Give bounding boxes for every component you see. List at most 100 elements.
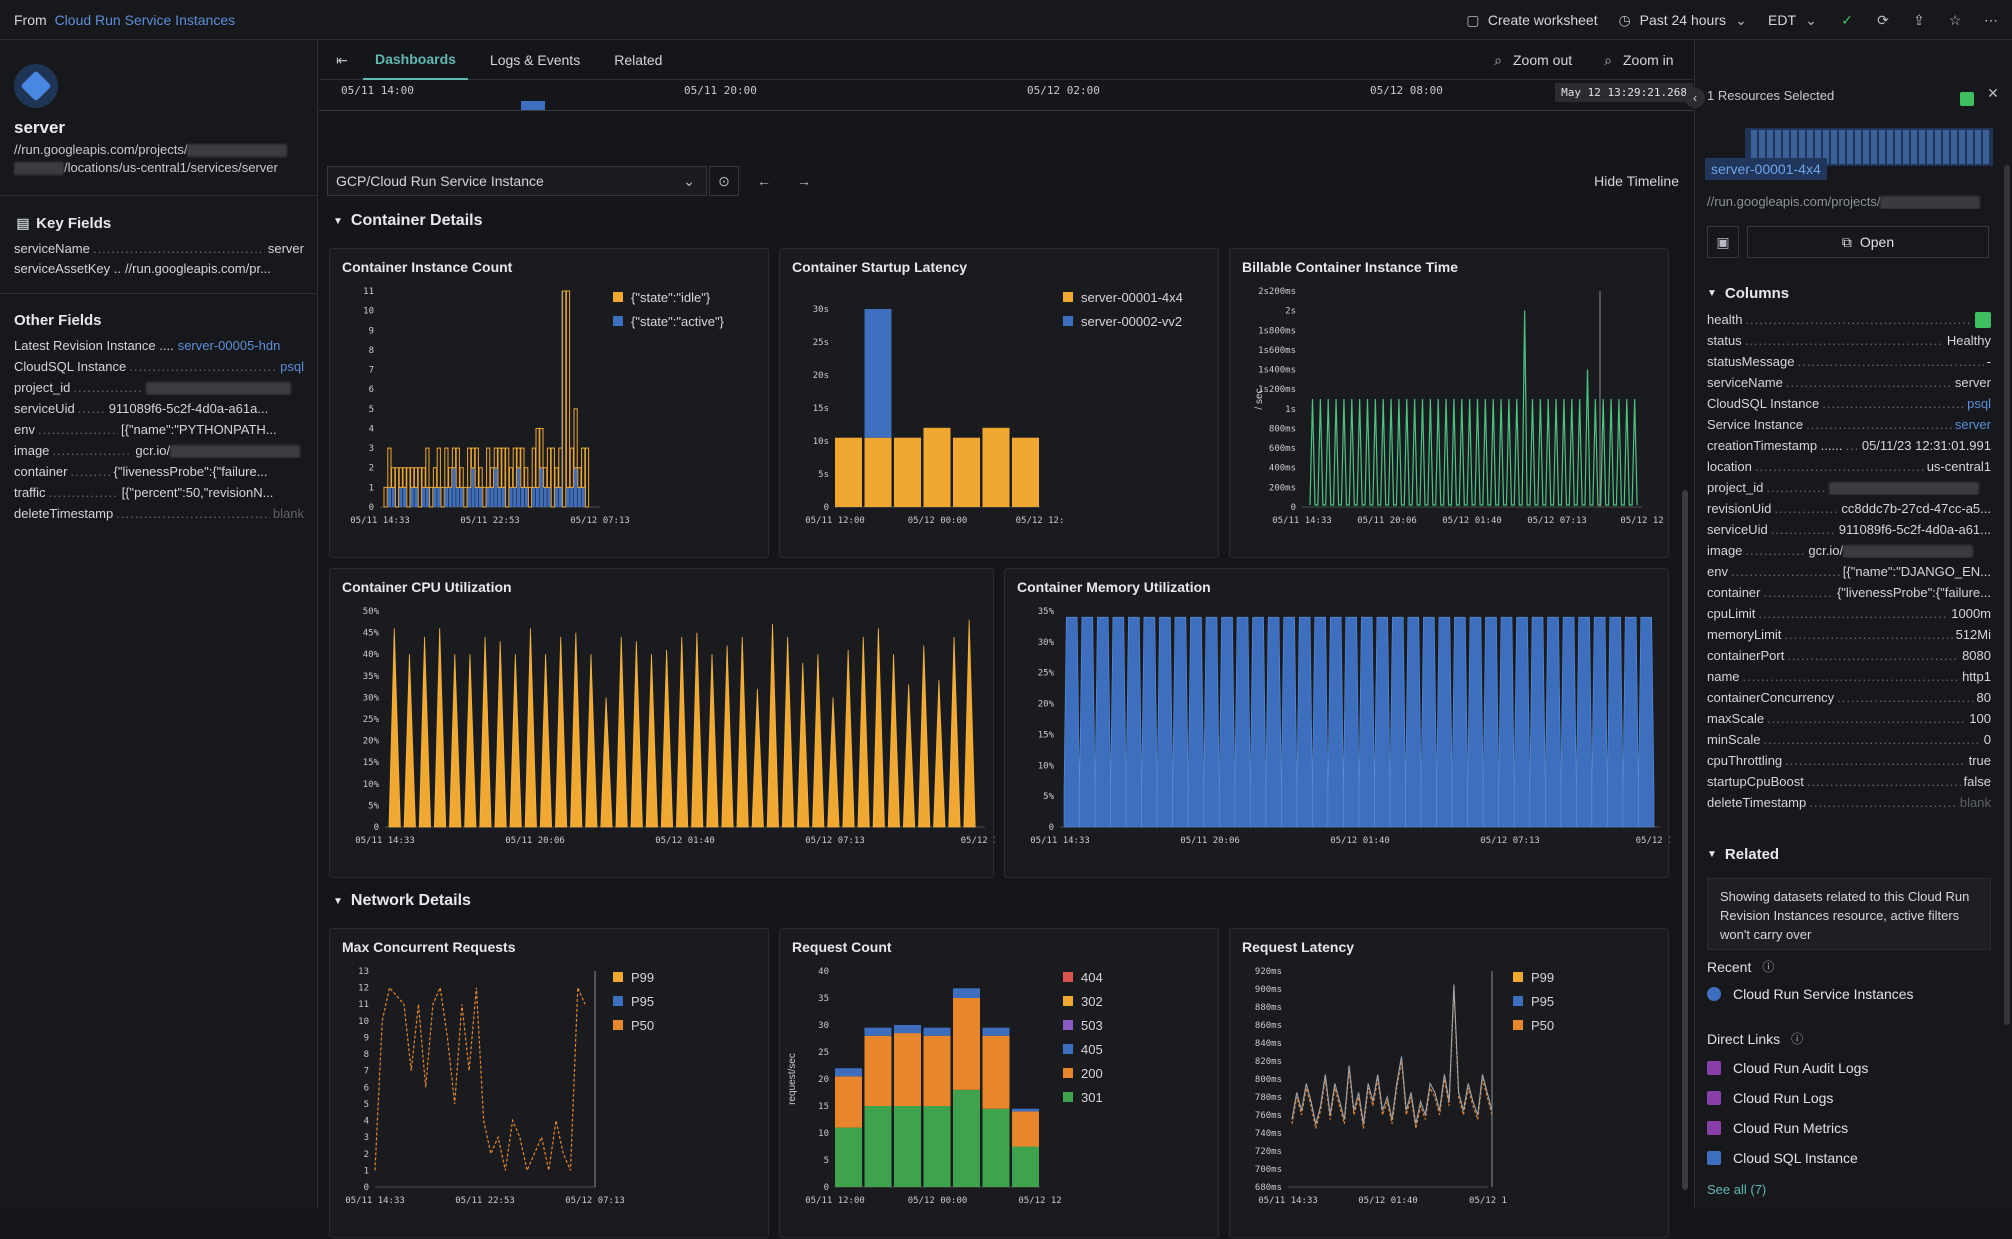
column-row: health <box>1707 312 1991 328</box>
histogram-bar <box>1855 130 1861 164</box>
legend-item-active[interactable]: {"state":"active"} <box>613 309 724 333</box>
dashboard-main: ⇤ Dashboards Logs & Events Related ⌕ Zoom… <box>319 40 1693 1238</box>
request-count-chart[interactable]: 0 5 10 15 20 25 30 35 40 05/11 12:00 05/12 00:00 05… <box>780 929 1220 1239</box>
bar-active <box>444 487 448 507</box>
cpu-spike <box>827 697 840 828</box>
bar-idle <box>448 467 453 488</box>
back-button[interactable]: ← <box>749 166 779 196</box>
related-info-box: Showing datasets related to this Cloud R… <box>1707 878 1991 950</box>
request-latency-chart[interactable]: 680ms 700ms 720ms 740ms 760ms 780ms 800ms 820ms… <box>1230 929 1670 1239</box>
legend-item-200[interactable]: 200 <box>1063 1061 1103 1085</box>
direct-link-audit-logs[interactable]: Cloud Run Audit Logs <box>1707 1060 1868 1076</box>
instance-count-chart[interactable]: 0 1 2 3 4 5 6 7 8 9 10 11 05/11 14:33 05/11 22:53 05/1… <box>330 249 770 559</box>
container-details-heading[interactable]: ▼ Container Details <box>333 212 483 229</box>
tab-related[interactable]: Related <box>614 51 663 68</box>
legend-item-p99[interactable]: P99 <box>613 965 654 989</box>
panel-container-instance-count: Container Instance Count 0 1 2 3 4 5 6 7 8 9 10 11 0… <box>329 248 769 558</box>
legend-item-503[interactable]: 503 <box>1063 1013 1103 1037</box>
cpu-spike <box>751 688 764 828</box>
selected-resource-chip[interactable]: server-00001-4x4 <box>1705 158 1827 180</box>
y-tick-label: 7 <box>364 1067 369 1077</box>
zoom-in-button[interactable]: ⌕ Zoom in <box>1599 40 1674 80</box>
bar-idle <box>550 447 555 508</box>
main-scrollbar[interactable] <box>1682 490 1688 1190</box>
bar-active <box>566 487 570 507</box>
star-icon[interactable]: ☆ <box>1948 12 1962 28</box>
legend-item-404[interactable]: 404 <box>1063 965 1103 989</box>
create-worksheet-button[interactable]: ▢ Create worksheet <box>1464 11 1597 29</box>
memory-segment <box>1576 616 1593 828</box>
columns-heading[interactable]: ▼ Columns <box>1707 285 1790 302</box>
cpu-utilization-chart[interactable]: 0 5% 10% 15% 20% 25% 30% 35% 40% 45% 50% 05/11 14:3… <box>330 569 995 879</box>
histogram-bar <box>1919 130 1925 164</box>
cpu-spike <box>948 636 961 828</box>
bar-active <box>501 487 505 507</box>
memory-utilization-chart[interactable]: 0 5% 10% 15% 20% 25% 30% 35% 05/11 14:33 05/11 20… <box>1005 569 1670 879</box>
billable-time-chart[interactable]: 0 200ms 400ms 600ms 800ms 1s 1s200ms 1s400ms 1s6… <box>1230 249 1670 559</box>
share-icon[interactable]: ⇪ <box>1913 12 1925 28</box>
open-button[interactable]: ⧉ Open <box>1747 226 1989 258</box>
cloudsql-link[interactable]: psql <box>280 359 304 374</box>
histogram-bar <box>1895 130 1901 164</box>
y-tick-label: 7 <box>369 366 374 376</box>
panel-toggle-button[interactable]: ▣ <box>1707 226 1739 258</box>
bar-active <box>520 487 524 507</box>
legend: 404 302 503 405 200 301 <box>1063 965 1103 1109</box>
bar-idle <box>497 447 502 488</box>
legend-item-p99[interactable]: P99 <box>1513 965 1554 989</box>
hide-timeline-button[interactable]: Hide Timeline <box>1594 173 1679 189</box>
time-range-picker[interactable]: ◷ Past 24 hours ⌄ <box>1616 11 1750 29</box>
cpu-spike <box>902 684 916 828</box>
related-heading[interactable]: ▼ Related <box>1707 846 1780 863</box>
tab-dashboards[interactable]: Dashboards <box>363 40 468 80</box>
bar-idle <box>501 447 506 488</box>
legend-item-301[interactable]: 301 <box>1063 1085 1103 1109</box>
bar-idle <box>489 467 495 488</box>
panel-scrollbar[interactable] <box>2004 165 2010 1025</box>
recent-item-cloud-run-service-instances[interactable]: Cloud Run Service Instances <box>1707 986 1914 1002</box>
x-tick-label: 05/11 22:53 <box>455 1196 515 1206</box>
tab-logs-events[interactable]: Logs & Events <box>489 51 581 68</box>
latest-revision-link[interactable]: server-00005-hdn <box>177 338 281 353</box>
dataset-select[interactable]: GCP/Cloud Run Service Instance ⌄ <box>327 166 707 196</box>
direct-link-logs[interactable]: Cloud Run Logs <box>1707 1090 1833 1106</box>
y-tick-label: 25% <box>1038 669 1055 679</box>
direct-link-metrics[interactable]: Cloud Run Metrics <box>1707 1120 1848 1136</box>
cpu-spike <box>872 628 885 828</box>
legend-item-p50[interactable]: P50 <box>1513 1013 1554 1037</box>
timeline[interactable]: 05/11 14:00 05/11 20:00 05/12 02:00 05/1… <box>319 81 1693 161</box>
legend-item-idle[interactable]: {"state":"idle"} <box>613 285 724 309</box>
forward-button[interactable]: → <box>789 166 819 196</box>
histogram-bar <box>1839 130 1845 164</box>
legend-item-00002[interactable]: server-00002-vv2 <box>1063 309 1183 333</box>
network-details-heading[interactable]: ▼ Network Details <box>333 892 471 909</box>
y-tick-label: 10% <box>363 780 380 790</box>
close-icon[interactable]: ✕ <box>1987 85 1999 101</box>
legend-item-p50[interactable]: P50 <box>613 1013 654 1037</box>
collapse-panel-button[interactable]: ‹ <box>1685 88 1705 108</box>
check-circle-icon[interactable]: ✓ <box>1841 12 1853 28</box>
collapse-sidebar-icon[interactable]: ⇤ <box>336 51 348 68</box>
legend-item-302[interactable]: 302 <box>1063 989 1103 1013</box>
legend-item-405[interactable]: 405 <box>1063 1037 1103 1061</box>
timezone-picker[interactable]: EDT ⌄ <box>1768 11 1820 29</box>
y-tick-label: 10 <box>818 1129 829 1139</box>
startup-latency-chart[interactable]: 0 5s 10s 15s 20s 25s 30s 05/11 12:00 05/12 00:00… <box>780 249 1220 559</box>
from-link[interactable]: Cloud Run Service Instances <box>54 11 236 28</box>
see-all-link[interactable]: See all (7) <box>1707 1182 1767 1197</box>
legend-item-00001[interactable]: server-00001-4x4 <box>1063 285 1183 309</box>
bar-301 <box>982 1108 1010 1187</box>
direct-link-cloud-sql[interactable]: Cloud SQL Instance <box>1707 1150 1858 1166</box>
y-tick-label: 20% <box>1038 700 1055 710</box>
legend-item-p95[interactable]: P95 <box>1513 989 1554 1013</box>
refresh-icon[interactable]: ⟳ <box>1877 12 1889 28</box>
bar-idle <box>520 447 525 488</box>
legend-item-p95[interactable]: P95 <box>613 989 654 1013</box>
memory-segment <box>1141 616 1158 828</box>
options-button[interactable]: ⊙ <box>709 166 739 196</box>
panel-memory-utilization: Container Memory Utilization 0 5% 10% 15% 20… <box>1004 568 1670 879</box>
panel-title: Request Count <box>792 939 892 955</box>
zoom-out-button[interactable]: ⌕ Zoom out <box>1489 40 1572 80</box>
more-icon[interactable]: ⋯ <box>1984 12 1998 28</box>
